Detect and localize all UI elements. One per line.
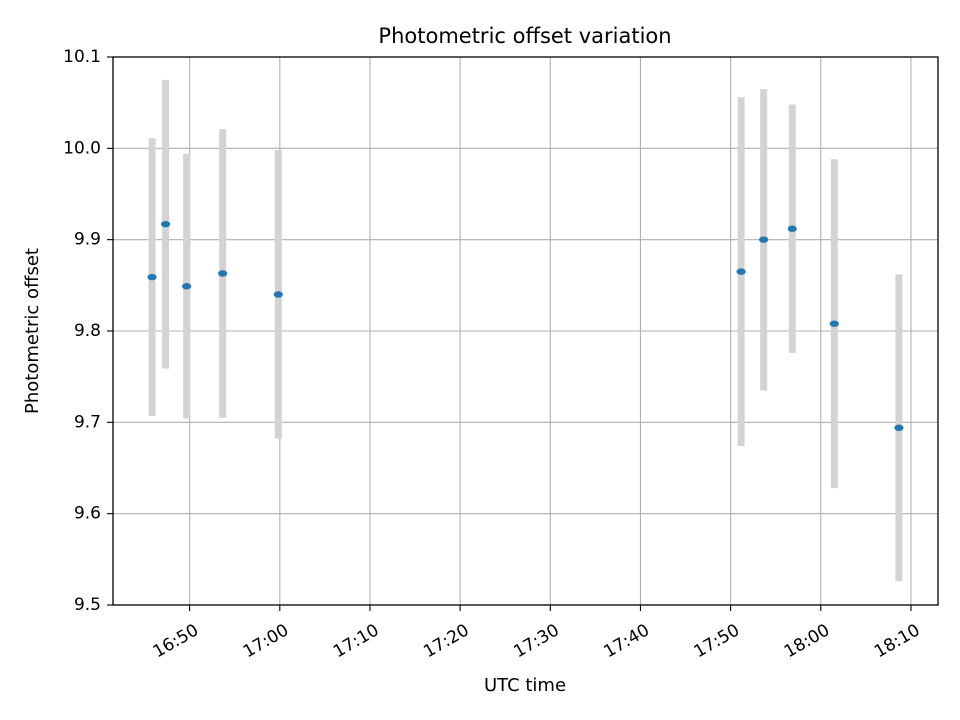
- data-point: [829, 320, 839, 327]
- data-point: [759, 236, 769, 243]
- data-point: [147, 273, 157, 281]
- data-point: [218, 270, 228, 277]
- y-tick-label: 9.9: [74, 230, 101, 250]
- data-point: [736, 268, 746, 275]
- y-tick-label: 10.0: [63, 138, 101, 158]
- y-tick-label: 9.6: [74, 504, 101, 524]
- data-point: [160, 220, 171, 228]
- y-tick-label: 9.8: [74, 321, 101, 341]
- data-point: [182, 283, 192, 290]
- y-axis-ticks: 9.5 9.6 9.7 9.8 9.9 10.0 10.1: [63, 47, 113, 615]
- chart-title: Photometric offset variation: [378, 24, 671, 48]
- x-axis-label: UTC time: [484, 675, 566, 696]
- data-point: [894, 424, 904, 432]
- data-points: [147, 220, 904, 432]
- grid: [113, 56, 938, 606]
- y-axis-label: Photometric offset: [22, 248, 43, 414]
- y-tick-label: 9.5: [74, 595, 101, 615]
- data-point: [787, 225, 797, 232]
- y-tick-label: 9.7: [74, 412, 101, 432]
- y-tick-label: 10.1: [63, 47, 101, 67]
- data-point: [273, 291, 283, 298]
